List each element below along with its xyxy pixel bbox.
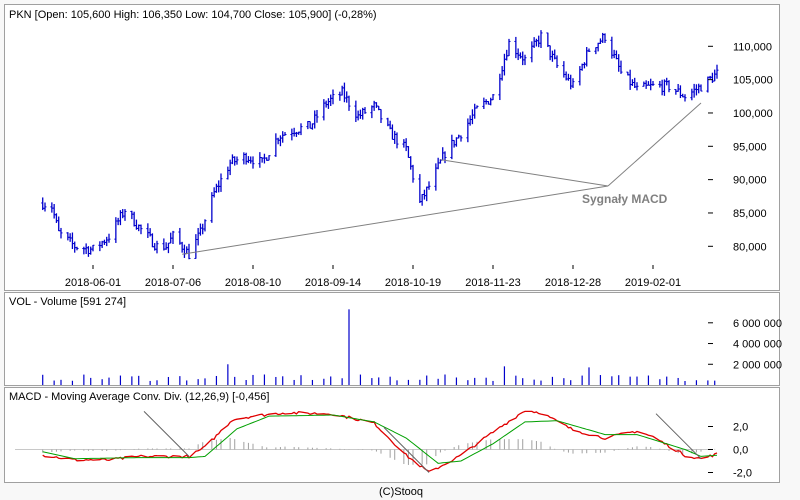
ohlc-bar [539,30,543,49]
price-y-tick-label: 105,000 [733,75,773,87]
ohlc-bar [43,202,47,212]
ohlc-bar [363,107,367,114]
macd-y-axis: 2,0 0,0 -2,0 [708,422,752,480]
ohlc-bar [91,244,95,252]
ohlc-bar [235,156,239,165]
ohlc-bar [267,155,271,161]
macd-y-tick-label: -2,0 [733,468,752,480]
ohlc-bar [555,55,559,68]
ohlc-bar [59,227,63,239]
ohlc-bar [331,89,335,105]
ohlc-bar [443,151,447,164]
volume-y-tick-label: 2 000 000 [733,359,782,371]
macd-panel-title: MACD - Moving Average Conv. Div. (12,26,… [9,391,269,403]
volume-bars [42,309,716,385]
ohlc-bar [523,54,527,66]
ohlc-bar [635,82,639,91]
ohlc-bar [587,48,591,53]
ohlc-bar [283,132,287,136]
ohlc-bar [123,209,127,221]
ohlc-bar [571,78,575,88]
macd-signal-pointer [143,411,190,457]
date-tick-label: 2018-06-01 [65,277,121,289]
ohlc-bar [475,105,479,109]
price-y-tick-label: 90,000 [733,175,767,187]
ohlc-bar [491,94,495,101]
macd-signal-pointer [383,427,430,473]
ohlc-bar [187,243,191,260]
annotation-pointer [440,159,609,187]
price-y-tick-label: 110,000 [733,41,772,53]
macd-histogram [42,437,716,465]
ohlc-bar [219,173,223,192]
ohlc-bar [603,33,607,43]
date-tick-label: 2018-11-23 [465,277,520,289]
ohlc-bar [667,80,671,93]
date-tick-label: 2018-07-06 [145,277,201,289]
ohlc-bar [315,109,319,123]
ohlc-bar [459,135,463,142]
date-axis: 2018-06-01 2018-07-06 2018-08-10 2018-09-14… [65,265,681,289]
macd-y-tick-label: 2,0 [733,422,748,434]
ohlc-bar [507,38,511,57]
ohlc-bar [699,84,703,92]
ohlc-bar [251,156,255,169]
ohlc-bar [203,219,207,232]
volume-y-tick-label: 6 000 000 [733,318,782,330]
volume-panel-title: VOL - Volume [591 274] [9,296,126,308]
price-y-tick-label: 100,000 [733,108,773,120]
ohlc-bar [379,108,383,123]
date-tick-label: 2018-12-28 [545,277,601,289]
price-y-axis: 110,000 105,000 100,000 95,000 90,000 85,000 8… [708,41,773,253]
price-y-tick-label: 80,000 [733,241,767,253]
ohlc-bar [155,240,159,254]
ohlc-bar [715,64,719,79]
volume-panel [4,292,780,386]
macd-y-tick-label: 0,0 [733,445,748,457]
price-y-tick-label: 85,000 [733,208,767,220]
macd-signal-annotation [182,102,702,255]
price-panel-title: PKN [Open: 105,600 High: 106,350 Low: 10… [9,9,377,21]
price-y-tick-label: 95,000 [733,141,767,153]
price-bars [41,30,719,260]
date-tick-label: 2018-09-14 [305,277,361,289]
volume-y-axis: 6 000 000 4 000 000 2 000 000 [708,318,782,371]
ohlc-bar [683,94,687,102]
annotation-pointer [182,185,609,255]
date-tick-label: 2018-08-10 [225,277,281,289]
ohlc-bar [411,164,415,183]
ohlc-bar [75,246,79,251]
macd-signal-pointer [655,413,702,460]
ohlc-bar [299,123,303,136]
macd-signal-pointers [143,411,702,473]
ohlc-bar [139,224,143,235]
annotation-pointer [607,102,702,187]
volume-y-tick-label: 4 000 000 [733,339,782,351]
ohlc-bar [107,233,111,243]
ohlc-bar [619,60,623,74]
ohlc-bar [427,181,431,190]
macd-signal-line [42,414,718,464]
ohlc-bar [395,132,399,149]
date-tick-label: 2018-10-19 [385,277,441,289]
copyright-footer: (C)Stooq [379,486,423,498]
macd-line [42,410,718,472]
price-panel [4,4,780,291]
ohlc-bar [171,230,175,244]
date-tick-label: 2019-02-01 [625,277,681,289]
macd-lines [42,410,718,472]
ohlc-bar [347,95,351,111]
ohlc-bar [651,80,655,86]
annotation-label: Sygnały MACD [582,192,668,206]
